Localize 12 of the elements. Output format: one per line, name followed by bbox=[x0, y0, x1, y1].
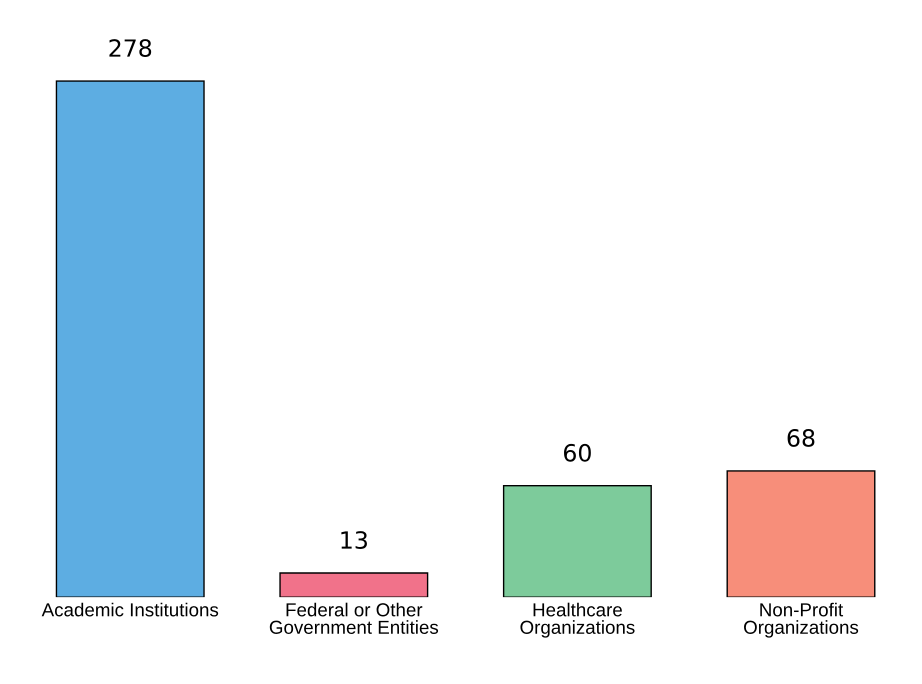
x-tick-label: Healthcare Organizations bbox=[520, 602, 635, 638]
bar bbox=[502, 485, 652, 598]
data-label: 278 bbox=[109, 39, 152, 58]
x-tick-label: Academic Institutions bbox=[42, 602, 218, 616]
data-label: 68 bbox=[788, 429, 814, 447]
bar bbox=[726, 470, 876, 598]
data-label: 13 bbox=[341, 531, 367, 549]
bar bbox=[56, 80, 205, 598]
bar bbox=[279, 572, 428, 598]
data-label: 60 bbox=[564, 444, 591, 462]
x-tick-label: Federal or Other Government Entities bbox=[270, 602, 438, 634]
x-tick-label: Non-Profit Organizations bbox=[744, 602, 858, 638]
